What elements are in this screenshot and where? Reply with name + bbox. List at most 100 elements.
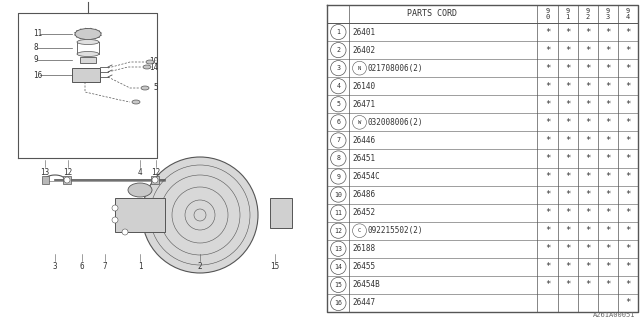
Text: *: * xyxy=(585,100,590,109)
Text: *: * xyxy=(545,64,550,73)
Text: 13: 13 xyxy=(40,168,50,177)
Text: 13: 13 xyxy=(334,246,342,252)
Text: *: * xyxy=(605,262,611,271)
Text: *: * xyxy=(625,45,630,55)
Text: *: * xyxy=(605,64,611,73)
FancyBboxPatch shape xyxy=(80,57,96,63)
Text: *: * xyxy=(605,208,611,217)
Circle shape xyxy=(112,205,118,211)
Text: *: * xyxy=(585,64,590,73)
Text: 26471: 26471 xyxy=(353,100,376,109)
Text: *: * xyxy=(565,100,570,109)
Text: *: * xyxy=(585,226,590,235)
Text: *: * xyxy=(625,280,630,289)
Circle shape xyxy=(142,157,258,273)
Text: 5: 5 xyxy=(337,101,340,107)
Text: 5: 5 xyxy=(154,84,158,92)
Text: 032008006(2): 032008006(2) xyxy=(367,118,423,127)
Circle shape xyxy=(331,115,346,130)
Text: *: * xyxy=(565,226,570,235)
Text: *: * xyxy=(605,45,611,55)
Text: 4: 4 xyxy=(337,83,340,89)
Circle shape xyxy=(331,43,346,58)
Text: *: * xyxy=(585,172,590,181)
Circle shape xyxy=(112,217,118,223)
Text: 9: 9 xyxy=(337,173,340,180)
Text: 10: 10 xyxy=(334,192,342,197)
Text: 8: 8 xyxy=(337,156,340,162)
Text: 3: 3 xyxy=(337,65,340,71)
Circle shape xyxy=(331,277,346,292)
Circle shape xyxy=(353,61,367,75)
Text: *: * xyxy=(565,172,570,181)
Text: *: * xyxy=(625,208,630,217)
Text: 26402: 26402 xyxy=(353,45,376,55)
Text: 1: 1 xyxy=(337,29,340,35)
Text: 4: 4 xyxy=(138,168,142,177)
Text: *: * xyxy=(625,118,630,127)
Text: *: * xyxy=(605,190,611,199)
Text: 9
1: 9 1 xyxy=(566,8,570,20)
Text: *: * xyxy=(585,118,590,127)
Text: *: * xyxy=(545,262,550,271)
Text: *: * xyxy=(585,154,590,163)
Text: *: * xyxy=(585,45,590,55)
Text: 9
3: 9 3 xyxy=(605,8,610,20)
Ellipse shape xyxy=(75,28,101,39)
Text: 14: 14 xyxy=(148,62,158,71)
Text: 26188: 26188 xyxy=(353,244,376,253)
Text: *: * xyxy=(545,136,550,145)
FancyBboxPatch shape xyxy=(72,68,100,82)
Text: *: * xyxy=(565,136,570,145)
Text: *: * xyxy=(605,100,611,109)
Text: *: * xyxy=(625,262,630,271)
Text: 9
2: 9 2 xyxy=(586,8,590,20)
Circle shape xyxy=(331,169,346,184)
Text: *: * xyxy=(545,118,550,127)
Text: *: * xyxy=(625,190,630,199)
Text: *: * xyxy=(585,244,590,253)
Text: 9
0: 9 0 xyxy=(545,8,550,20)
Text: N: N xyxy=(358,66,361,71)
Text: C: C xyxy=(358,228,361,233)
Circle shape xyxy=(353,116,367,129)
Text: *: * xyxy=(605,82,611,91)
Text: *: * xyxy=(605,172,611,181)
Text: *: * xyxy=(565,64,570,73)
Text: *: * xyxy=(565,208,570,217)
Text: *: * xyxy=(605,118,611,127)
Circle shape xyxy=(331,241,346,256)
Text: *: * xyxy=(545,45,550,55)
Text: 26447: 26447 xyxy=(353,299,376,308)
Text: 15: 15 xyxy=(270,262,280,271)
Text: *: * xyxy=(585,190,590,199)
Circle shape xyxy=(331,97,346,112)
Circle shape xyxy=(353,224,367,237)
Ellipse shape xyxy=(132,100,140,104)
Text: PARTS CORD: PARTS CORD xyxy=(407,10,458,19)
Text: 26454C: 26454C xyxy=(353,172,380,181)
Ellipse shape xyxy=(141,86,149,90)
Circle shape xyxy=(331,79,346,94)
Circle shape xyxy=(152,177,158,183)
Text: *: * xyxy=(545,280,550,289)
Circle shape xyxy=(122,229,128,235)
Text: 26455: 26455 xyxy=(353,262,376,271)
Text: *: * xyxy=(625,244,630,253)
Text: *: * xyxy=(545,172,550,181)
Text: *: * xyxy=(545,154,550,163)
Circle shape xyxy=(331,133,346,148)
FancyBboxPatch shape xyxy=(115,198,165,232)
Text: 6: 6 xyxy=(337,119,340,125)
FancyBboxPatch shape xyxy=(42,176,49,184)
Text: 3: 3 xyxy=(52,262,58,271)
Text: 9
4: 9 4 xyxy=(626,8,630,20)
Text: *: * xyxy=(585,208,590,217)
Text: *: * xyxy=(565,244,570,253)
Text: 021708006(2): 021708006(2) xyxy=(367,64,423,73)
Text: 26454B: 26454B xyxy=(353,280,380,289)
Circle shape xyxy=(331,187,346,202)
Text: *: * xyxy=(605,280,611,289)
Text: 8: 8 xyxy=(33,44,38,52)
Text: 6: 6 xyxy=(80,262,84,271)
